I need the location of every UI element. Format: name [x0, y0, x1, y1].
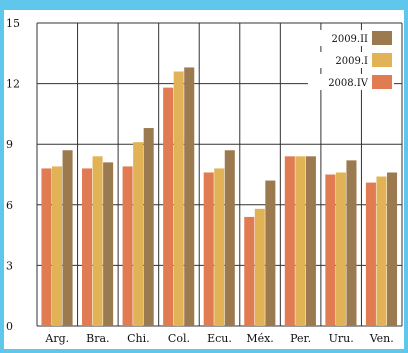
x-tick-label: Bra.	[86, 332, 109, 345]
legend-label: 2009.I	[335, 56, 368, 67]
y-tick-label: 0	[6, 320, 13, 333]
bar-2009.I	[52, 166, 63, 326]
x-tick-label: Col.	[168, 332, 190, 345]
x-tick-label: Arg.	[44, 332, 69, 345]
x-tick-label: Ven.	[369, 332, 394, 345]
bar-2008.IV	[203, 172, 214, 326]
x-tick-label: Méx.	[246, 332, 273, 345]
legend-swatch	[372, 53, 392, 67]
x-tick-label: Ecu.	[207, 332, 232, 345]
bar-2009.II	[224, 150, 235, 326]
bar-2009.I	[376, 176, 387, 326]
bar-2009.II	[386, 172, 398, 326]
bar-2008.IV	[41, 168, 52, 326]
bar-2009.I	[214, 168, 225, 326]
bar-2009.I	[254, 208, 265, 326]
bar-2009.II	[305, 156, 316, 326]
y-tick-label: 12	[6, 78, 20, 91]
bar-2008.IV	[284, 156, 295, 326]
bar-2009.II	[143, 128, 154, 326]
bar-2009.I	[295, 156, 306, 326]
y-tick-label: 9	[6, 138, 13, 151]
chart-panel: 0 3 6 9 12 15 Arg. Bra. Chi. Col. Ecu. Méx. Per. Uru.…	[4, 10, 404, 349]
y-tick-label: 15	[6, 17, 20, 30]
bar-2009.I	[92, 156, 103, 326]
x-tick-label: Per.	[290, 332, 311, 345]
y-tick-label: 6	[6, 199, 13, 212]
legend-label: 2008.IV	[328, 78, 369, 89]
legend-label: 2009.II	[331, 34, 368, 45]
bar-2008.IV	[325, 174, 336, 326]
legend-swatch	[372, 75, 392, 89]
x-tick-label: Uru.	[329, 332, 354, 345]
bar-2009.II	[265, 180, 276, 326]
bar-2008.IV	[82, 168, 93, 326]
bar-2008.IV	[365, 182, 376, 326]
bar-2009.I	[173, 71, 184, 326]
legend-swatch	[372, 31, 392, 45]
bar-2009.I	[133, 142, 144, 326]
bar-2009.I	[335, 172, 346, 326]
bar-2008.IV	[244, 216, 255, 326]
y-tick-label: 3	[6, 259, 13, 272]
bar-2009.II	[346, 160, 357, 326]
bar-2009.II	[103, 162, 114, 326]
bar-2008.IV	[163, 87, 174, 326]
bar-2008.IV	[122, 166, 133, 326]
bar-chart: 0 3 6 9 12 15 Arg. Bra. Chi. Col. Ecu. Méx. Per. Uru.…	[6, 17, 403, 345]
bar-2009.II	[184, 67, 195, 326]
bar-2009.II	[62, 150, 73, 326]
x-tick-label: Chi.	[127, 332, 150, 345]
